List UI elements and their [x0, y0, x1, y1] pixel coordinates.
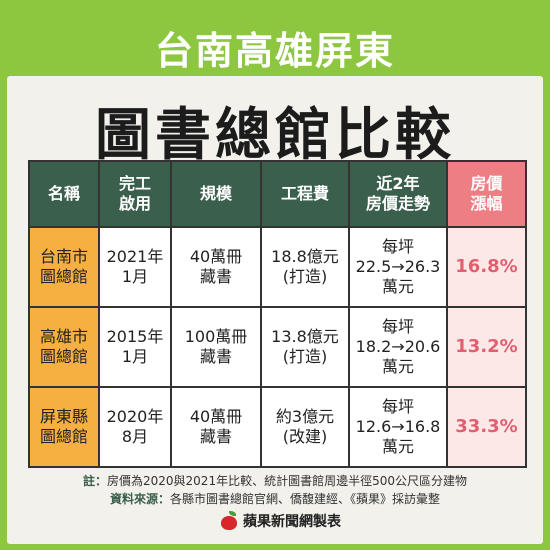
cell-trend: 每坪 22.5→26.3 萬元	[348, 226, 448, 308]
cell-cost: 18.8億元 (打造)	[260, 226, 350, 308]
apple-logo-icon	[219, 511, 239, 531]
footnote: 註：房價為2020與2021年比較、統計圖書館周邊半徑500公尺區分建物	[0, 472, 550, 489]
source-text: 各縣市圖書總館官網、僑馥建經、《蘋果》採訪彙整	[170, 492, 441, 506]
table-row: 高雄市 圖總館 2015年 1月 100萬冊 藏書 13.8億元 (打造) 每坪 18.2…	[28, 306, 527, 388]
cell-opened: 2020年 8月	[98, 386, 172, 468]
cell-trend: 每坪 12.6→16.8 萬元	[348, 386, 448, 468]
cell-rise: 16.8%	[446, 226, 527, 308]
cell-trend: 每坪 18.2→20.6 萬元	[348, 306, 448, 388]
table-row: 屏東縣 圖總館 2020年 8月 40萬冊 藏書 約3億元 (改建) 每坪 12.6→16…	[28, 386, 527, 468]
main-title: 圖書總館比較	[95, 103, 455, 168]
cell-name: 屏東縣 圖總館	[28, 386, 100, 468]
header-cost: 工程費	[260, 160, 350, 228]
cell-scale: 100萬冊 藏書	[170, 306, 262, 388]
cell-opened: 2021年 1月	[98, 226, 172, 308]
cell-opened: 2015年 1月	[98, 306, 172, 388]
top-title: 台南高雄屏東	[154, 29, 395, 73]
cell-cost: 13.8億元 (打造)	[260, 306, 350, 388]
cell-rise: 13.2%	[446, 306, 527, 388]
cell-name: 台南市 圖總館	[28, 226, 100, 308]
brand-credit: 蘋果新聞網製表	[190, 508, 370, 534]
footnote-text: 房價為2020與2021年比較、統計圖書館周邊半徑500公尺區分建物	[107, 474, 467, 488]
header-rise: 房價 漲幅	[446, 160, 527, 228]
cell-scale: 40萬冊 藏書	[170, 226, 262, 308]
table-row: 台南市 圖總館 2021年 1月 40萬冊 藏書 18.8億元 (打造) 每坪 22.5→…	[28, 226, 527, 308]
brand-text: 蘋果新聞網製表	[243, 514, 341, 530]
table-header-row: 名稱 完工 啟用 規模 工程費 近2年 房價走勢 房價 漲幅	[28, 160, 527, 228]
header-scale: 規模	[170, 160, 262, 228]
footnote-label: 註：	[82, 474, 107, 488]
cell-rise: 33.3%	[446, 386, 527, 468]
cell-cost: 約3億元 (改建)	[260, 386, 350, 468]
header-name: 名稱	[28, 160, 100, 228]
source-label: 資料來源：	[109, 492, 170, 506]
cell-name: 高雄市 圖總館	[28, 306, 100, 388]
header-trend: 近2年 房價走勢	[348, 160, 448, 228]
comparison-table: 名稱 完工 啟用 規模 工程費 近2年 房價走勢 房價 漲幅 台南市 圖總館 2021年…	[28, 160, 527, 468]
header-opened: 完工 啟用	[98, 160, 172, 228]
cell-scale: 40萬冊 藏書	[170, 386, 262, 468]
source-note: 資料來源：各縣市圖書總館官網、僑馥建經、《蘋果》採訪彙整	[0, 490, 550, 507]
